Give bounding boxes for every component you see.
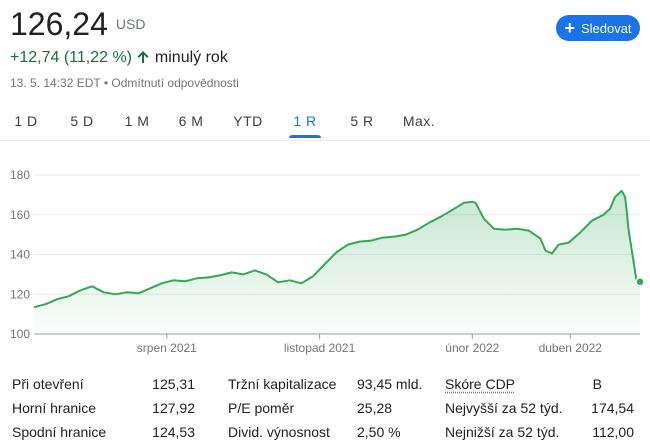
- stat-label-pe-ratio: P/E poměr: [228, 400, 295, 416]
- stat-value-div-yield: 2,50 %: [357, 424, 401, 440]
- y-tick-label: 100: [10, 327, 30, 341]
- price-chart[interactable]: 100 120 140 160 180 srpen 2021 listopad 2021 ún…: [0, 150, 650, 360]
- stat-value-pe-ratio: 25,28: [357, 400, 393, 416]
- tab-label: 5 D: [70, 113, 94, 129]
- y-tick-label: 160: [10, 208, 30, 222]
- price-area: [34, 190, 640, 334]
- stats-row: Při otevření 125,31 Tržní kapitalizace 9…: [0, 374, 650, 394]
- stat-value-52w-high: 174,54: [591, 400, 634, 416]
- tabs-divider: [0, 140, 650, 141]
- tab-ytd[interactable]: YTD: [232, 104, 264, 138]
- tab-label: 1 R: [293, 113, 317, 129]
- range-tabs: 1 D 5 D 1 M 6 M YTD 1 R 5 R Max.: [0, 104, 650, 140]
- last-price-marker: [635, 277, 645, 287]
- y-tick-label: 120: [10, 287, 30, 301]
- stat-label-mkt-cap: Tržní kapitalizace: [228, 376, 337, 392]
- y-tick-label: 180: [10, 168, 30, 182]
- price-value: 126,24: [10, 6, 108, 42]
- price-change: +12,74 (11,22 %) minulý rok: [10, 48, 228, 68]
- tab-label: 5 R: [350, 113, 374, 129]
- timestamp-disclaimer[interactable]: 13. 5. 14:32 EDT • Odmítnutí odpovědnost…: [10, 76, 239, 90]
- follow-button[interactable]: + Sledovat: [556, 15, 640, 41]
- tab-label: YTD: [233, 113, 263, 129]
- tab-label: 1 D: [14, 113, 38, 129]
- tab-5y[interactable]: 5 R: [348, 104, 376, 138]
- stat-value-cdp-score: B: [592, 376, 602, 392]
- tab-5d[interactable]: 5 D: [68, 104, 96, 138]
- x-tick-label: duben 2022: [539, 341, 603, 355]
- change-period: minulý rok: [154, 49, 228, 66]
- stat-label-52w-high: Nejvyšší za 52 týd.: [445, 400, 563, 416]
- stat-label-high: Horní hranice: [12, 400, 97, 416]
- tab-1y[interactable]: 1 R: [289, 104, 321, 138]
- tab-label: 1 M: [124, 113, 150, 129]
- tab-max[interactable]: Max.: [402, 104, 436, 138]
- x-tick-label: listopad 2021: [284, 341, 356, 355]
- currency-label: USD: [115, 16, 146, 32]
- stat-label-cdp-score[interactable]: Skóre CDP: [445, 376, 516, 392]
- stat-value-mkt-cap: 93,45 mld.: [357, 376, 423, 392]
- tab-label: 6 M: [178, 113, 204, 129]
- follow-label: Sledovat: [580, 20, 632, 36]
- y-tick-label: 140: [10, 248, 30, 262]
- stat-label-52w-low: Nejnižší za 52 týd.: [445, 424, 560, 440]
- stat-label-low: Spodní hranice: [12, 424, 107, 440]
- stat-value-low: 124,53: [152, 424, 195, 440]
- stock-price: 126,24 USD: [10, 6, 145, 42]
- stat-value-high: 127,92: [152, 400, 195, 416]
- stat-label-open: Při otevření: [12, 376, 84, 392]
- stat-label-div-yield: Divid. výnosnost: [228, 424, 330, 440]
- stats-row: Horní hranice 127,92 P/E poměr 25,28 Nej…: [0, 398, 650, 418]
- x-tick-label: srpen 2021: [137, 341, 197, 355]
- stats-row: Spodní hranice 124,53 Divid. výnosnost 2…: [0, 422, 650, 442]
- x-tick-label: únor 2022: [445, 341, 499, 355]
- arrow-up-icon: [137, 51, 149, 63]
- tab-1d[interactable]: 1 D: [12, 104, 40, 138]
- plus-icon: +: [564, 18, 575, 38]
- stat-value-52w-low: 112,00: [592, 424, 634, 440]
- stat-value-open: 125,31: [152, 376, 195, 392]
- tab-1m[interactable]: 1 M: [122, 104, 152, 138]
- tab-label: Max.: [402, 113, 436, 129]
- price-line: [33, 189, 641, 309]
- change-value: +12,74 (11,22 %): [10, 49, 133, 66]
- tab-6m[interactable]: 6 M: [176, 104, 206, 138]
